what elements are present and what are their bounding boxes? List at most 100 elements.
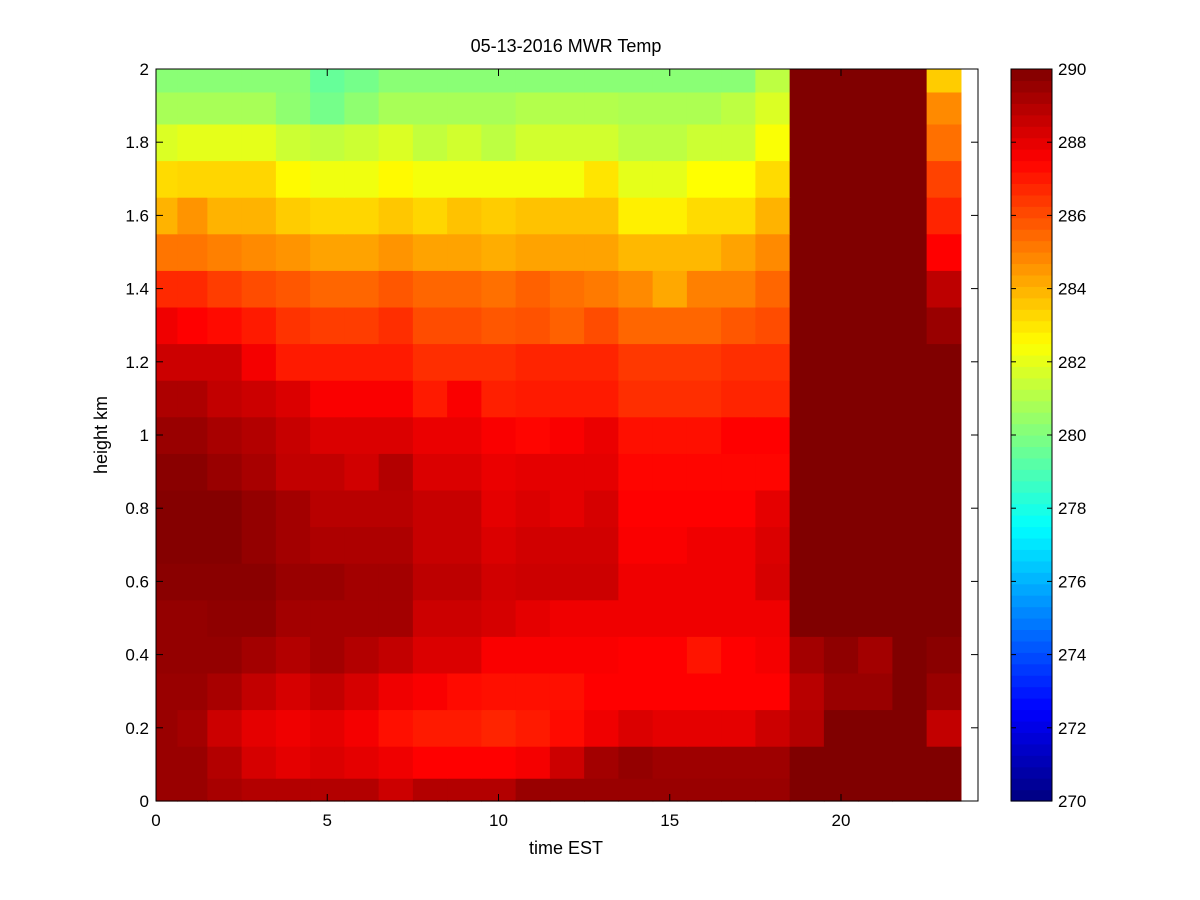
colorbar-swatch — [1011, 698, 1052, 711]
colorbar-swatch — [1011, 400, 1052, 413]
heatmap-cell — [275, 746, 311, 779]
colorbar-swatch — [1011, 320, 1052, 333]
heatmap-cell — [618, 778, 654, 802]
heatmap-cell — [447, 599, 482, 637]
heatmap-cell — [584, 123, 619, 162]
heatmap-cell — [156, 563, 179, 601]
heatmap-cell — [412, 416, 448, 454]
heatmap-cell — [447, 306, 482, 345]
heatmap-cell — [412, 636, 448, 674]
heatmap-cell — [275, 489, 311, 528]
heatmap-cell — [926, 160, 962, 198]
heatmap-cell — [686, 599, 722, 637]
heatmap-cell — [652, 123, 688, 162]
heatmap-cell — [926, 778, 962, 802]
colorbar-swatch — [1011, 640, 1052, 653]
heatmap-cell — [241, 160, 277, 198]
heatmap-cell — [892, 778, 928, 802]
colorbar-swatch — [1011, 595, 1052, 608]
heatmap-cell — [789, 778, 825, 802]
heatmap-cell — [892, 636, 928, 674]
heatmap-cell — [515, 453, 551, 491]
heatmap-cell — [652, 416, 688, 454]
heatmap-cell — [584, 709, 619, 747]
heatmap-cell — [481, 746, 517, 779]
x-tick-label: 5 — [323, 811, 332, 830]
heatmap-cell — [207, 380, 243, 418]
heatmap-cell — [789, 160, 825, 198]
heatmap-cell — [378, 233, 414, 271]
heatmap-cell — [156, 197, 179, 235]
heatmap-cell — [177, 526, 208, 564]
heatmap-cell — [549, 69, 585, 93]
heatmap-cell — [310, 197, 345, 235]
heatmap-cell — [177, 416, 208, 454]
heatmap-cell — [549, 672, 585, 711]
heatmap-cell — [755, 91, 791, 125]
colorbar-swatch — [1011, 217, 1052, 230]
colorbar-tick-label: 272 — [1058, 719, 1086, 738]
heatmap-cell — [549, 197, 585, 235]
heatmap-cell — [755, 453, 791, 491]
heatmap-cell — [275, 709, 311, 747]
y-tick-label: 1.2 — [125, 353, 149, 372]
heatmap-cell — [481, 563, 517, 601]
heatmap-cell — [892, 306, 928, 345]
chart-title: 05-13-2016 MWR Temp — [471, 36, 662, 56]
colorbar-tick-label: 278 — [1058, 499, 1086, 518]
heatmap-cell — [412, 69, 448, 93]
heatmap-cell — [447, 233, 482, 271]
heatmap-cell — [378, 69, 414, 93]
heatmap-cell — [926, 416, 962, 454]
heatmap-cell — [344, 306, 380, 345]
heatmap-cell — [686, 160, 722, 198]
heatmap-cell — [177, 69, 208, 93]
x-axis-label: time EST — [529, 838, 603, 858]
heatmap-cell — [310, 343, 345, 381]
heatmap-cell — [549, 489, 585, 528]
heatmap-cell — [177, 123, 208, 162]
heatmap-cell — [721, 380, 756, 418]
heatmap-cell — [481, 380, 517, 418]
colorbar-swatch — [1011, 149, 1052, 162]
heatmap-cell — [618, 343, 654, 381]
heatmap-cell — [584, 197, 619, 235]
heatmap-cell — [378, 599, 414, 637]
heatmap-cell — [858, 599, 893, 637]
heatmap-cell — [789, 636, 825, 674]
heatmap-cell — [156, 636, 179, 674]
heatmap-cell — [412, 270, 448, 308]
heatmap-cell — [344, 526, 380, 564]
heatmap-cell — [721, 672, 756, 711]
heatmap-cell — [447, 160, 482, 198]
heatmap-cell — [310, 778, 345, 802]
heatmap-cell — [686, 91, 722, 125]
colorbar-swatch — [1011, 194, 1052, 207]
x-tick-label: 10 — [489, 811, 508, 830]
heatmap-cell — [241, 306, 277, 345]
heatmap-cell — [241, 709, 277, 747]
heatmap-cell — [344, 563, 380, 601]
heatmap-cell — [378, 380, 414, 418]
heatmap-cell — [721, 489, 756, 528]
heatmap-cell — [207, 416, 243, 454]
heatmap-cell — [755, 197, 791, 235]
heatmap-cell — [721, 343, 756, 381]
heatmap-cell — [755, 160, 791, 198]
heatmap-cell — [926, 270, 962, 308]
heatmap-cell — [447, 69, 482, 93]
heatmap-cell — [755, 563, 791, 601]
colorbar-swatch — [1011, 286, 1052, 299]
heatmap-cell — [177, 563, 208, 601]
heatmap-cell — [207, 270, 243, 308]
heatmap-cell — [858, 306, 893, 345]
heatmap-cell — [926, 709, 962, 747]
heatmap-cell — [721, 526, 756, 564]
heatmap-cell — [926, 306, 962, 345]
heatmap-cell — [584, 160, 619, 198]
heatmap-cell — [858, 489, 893, 528]
heatmap-cell — [310, 306, 345, 345]
heatmap-cell — [789, 599, 825, 637]
heatmap-cell — [156, 343, 179, 381]
heatmap-cell — [310, 160, 345, 198]
